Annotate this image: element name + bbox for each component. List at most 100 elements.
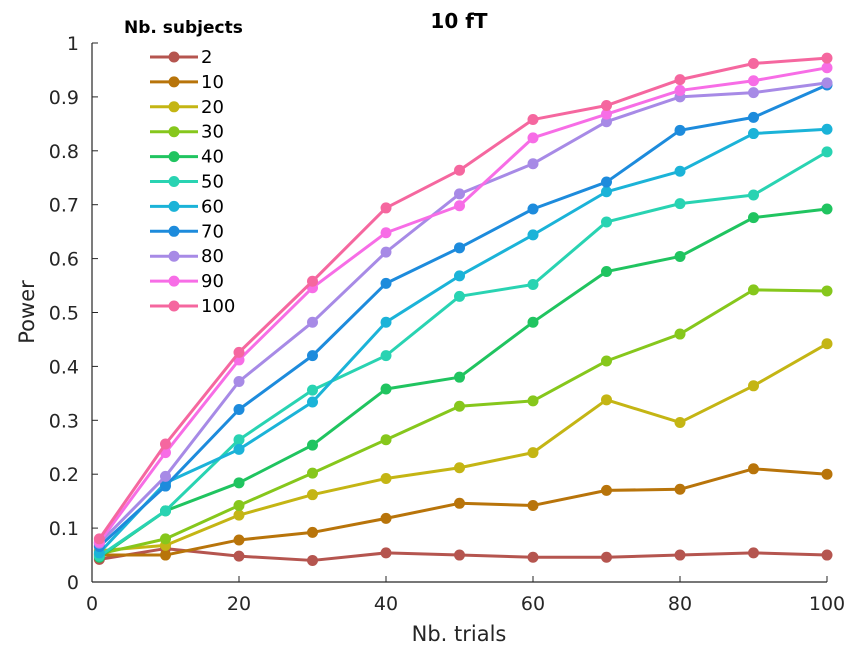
data-point	[674, 198, 686, 210]
data-point	[160, 505, 171, 517]
data-point	[748, 57, 759, 69]
data-point	[601, 186, 612, 198]
legend-item-20: 20	[150, 97, 224, 118]
data-point	[454, 200, 465, 212]
y-tick-label: 0.6	[49, 249, 79, 271]
legend-item-40: 40	[150, 147, 224, 168]
data-point	[601, 216, 612, 228]
y-tick-label: 0.5	[49, 303, 79, 325]
x-tick-label: 100	[809, 593, 845, 615]
data-point	[380, 547, 392, 559]
data-point	[821, 77, 833, 89]
legend-swatch-marker	[168, 126, 180, 138]
data-point	[601, 100, 612, 112]
y-ticks: 0 0.1 0.2 0.3 0.4 0.5 0.6 0.7 0.8 0.9 1	[49, 33, 98, 594]
data-point	[601, 394, 612, 406]
data-point	[160, 480, 171, 492]
data-point	[454, 371, 465, 383]
data-point	[527, 114, 539, 126]
legend-title: Nb. subjects	[124, 18, 243, 38]
data-point	[380, 434, 392, 446]
data-point	[160, 438, 171, 450]
x-tick-label: 0	[86, 593, 98, 615]
x-ticks: 0 20 40 60 80 100	[86, 576, 845, 615]
y-axis-title: Power	[15, 280, 39, 344]
x-tick-label: 20	[227, 593, 251, 615]
data-point	[601, 484, 612, 496]
data-point	[601, 355, 612, 367]
data-point	[527, 158, 539, 170]
legend-label: 30	[201, 122, 224, 143]
data-point	[454, 290, 465, 302]
data-point	[748, 212, 759, 224]
legend-item-2: 2	[150, 47, 212, 68]
legend-label: 70	[201, 221, 224, 242]
data-point	[307, 384, 318, 396]
data-point	[233, 550, 245, 562]
data-point	[674, 165, 686, 177]
data-point	[307, 439, 318, 451]
series-80	[93, 77, 833, 549]
data-point	[674, 74, 686, 86]
legend-swatch-marker	[168, 76, 180, 88]
legend-swatch-marker	[168, 51, 180, 63]
legend-label: 100	[201, 296, 235, 317]
y-tick-label: 0.8	[49, 141, 79, 163]
data-point	[821, 123, 833, 135]
y-tick-label: 0.1	[49, 518, 79, 540]
y-tick-label: 0.9	[49, 87, 79, 109]
legend-item-90: 90	[150, 271, 224, 292]
axes: 0 20 40 60 80 100 0 0.1 0.2 0.3 0.4 0.5 0.6 0.7 0.8 0.…	[49, 33, 845, 615]
data-point	[307, 489, 318, 501]
data-point	[233, 477, 245, 489]
x-tick-label: 60	[521, 593, 545, 615]
legend-label: 90	[201, 271, 224, 292]
data-point	[454, 549, 465, 561]
x-tick-label: 80	[668, 593, 692, 615]
data-point	[527, 316, 539, 328]
data-point	[748, 189, 759, 201]
data-point	[748, 547, 759, 559]
legend: Nb. subjects 2 10 20 30 40 50 60 70 80 90 100	[124, 18, 243, 317]
data-point	[454, 188, 465, 200]
series-30	[93, 284, 833, 560]
data-point	[674, 250, 686, 262]
legend-item-100: 100	[150, 296, 235, 317]
legend-swatch-marker	[168, 225, 180, 237]
data-point	[527, 447, 539, 459]
data-point	[380, 202, 392, 214]
legend-item-70: 70	[150, 221, 224, 242]
data-point	[748, 128, 759, 140]
legend-swatch-marker	[168, 275, 180, 287]
data-point	[160, 549, 171, 561]
series-100	[93, 52, 833, 545]
data-point	[233, 404, 245, 416]
data-point	[233, 509, 245, 521]
y-tick-label: 0.4	[49, 356, 79, 378]
y-tick-label: 0.2	[49, 464, 79, 486]
series-10	[93, 463, 833, 561]
data-point	[380, 316, 392, 328]
data-point	[93, 533, 105, 545]
x-axis-title: Nb. trials	[412, 622, 507, 646]
legend-swatch-marker	[168, 200, 180, 212]
chart-title: 10 fT	[430, 9, 487, 33]
data-point	[454, 497, 465, 509]
legend-item-30: 30	[150, 122, 224, 143]
data-point	[821, 62, 833, 74]
data-point	[601, 108, 612, 120]
data-point	[748, 87, 759, 99]
legend-swatch-marker	[168, 300, 180, 312]
data-point	[821, 146, 833, 158]
data-point	[601, 266, 612, 278]
legend-swatch-marker	[168, 151, 180, 163]
data-point	[527, 551, 539, 563]
legend-swatch-marker	[168, 176, 180, 187]
legend-label: 40	[201, 147, 224, 168]
legend-item-60: 60	[150, 196, 224, 217]
data-point	[527, 395, 539, 407]
data-point	[674, 483, 686, 495]
data-point	[748, 380, 759, 392]
data-point	[454, 242, 465, 254]
series-line	[99, 467, 828, 557]
